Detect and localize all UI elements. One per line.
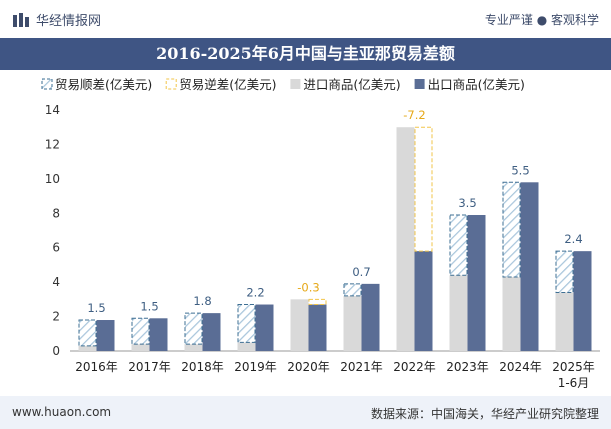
y-tick-label: 12	[45, 137, 60, 151]
data-label: 1.8	[193, 294, 211, 308]
bar-import	[78, 345, 97, 351]
brand-name: 华经情报网	[36, 14, 102, 29]
legend-swatch-import	[290, 79, 301, 89]
legend: 贸易顺差(亿美元) 贸易逆差(亿美元) 进口商品(亿美元) 出口商品(亿美元)	[41, 77, 525, 92]
brand: 华经情报网	[12, 10, 101, 29]
legend-label-import: 进口商品(亿美元)	[303, 77, 400, 92]
chart-title: 2016-2025年6月中国与圭亚那贸易差额	[0, 38, 611, 70]
y-tick-label: 10	[45, 172, 60, 186]
huajing-logo-icon	[13, 12, 29, 27]
x-tick-label: 2023年	[446, 360, 489, 374]
y-tick-label: 14	[45, 103, 60, 117]
bar-deficit	[308, 298, 327, 306]
x-tick-label: 1-6月	[558, 376, 590, 390]
bar-export	[149, 318, 168, 351]
bar-surplus	[78, 319, 97, 347]
x-tick-label: 2024年	[499, 360, 542, 374]
bar-surplus	[555, 250, 574, 293]
data-label: 5.5	[511, 163, 529, 177]
x-axis: 2016年 2017年 2018年 2019年 2020年 2021年 2022年 2023年…	[75, 360, 595, 390]
bar-import	[555, 292, 574, 351]
bar-import	[396, 127, 415, 351]
tagline: 专业严谨 ● 客观科学	[484, 13, 599, 27]
bar-export	[520, 182, 539, 351]
legend-swatch-export	[414, 79, 425, 89]
bar-export	[467, 215, 486, 351]
x-tick-label: 2017年	[128, 360, 171, 374]
x-tick-label: 2019年	[234, 360, 277, 374]
bar-export	[361, 283, 380, 351]
bar-import	[184, 344, 203, 351]
bar-export	[308, 304, 327, 351]
x-tick-label: 2020年	[287, 360, 330, 374]
top-bar: 华经情报网 专业严谨 ● 客观科学	[0, 0, 611, 38]
y-tick-label: 4	[52, 275, 60, 289]
footer: www.huaon.com 数据来源：中国海关，华经产业研究院整理	[0, 396, 611, 429]
data-label: 1.5	[87, 301, 105, 315]
bar-import	[343, 295, 362, 351]
bar-export	[96, 320, 115, 351]
bar-surplus	[502, 181, 521, 278]
legend-label-surplus: 贸易顺差(亿美元)	[55, 77, 152, 92]
legend-label-deficit: 贸易逆差(亿美元)	[179, 77, 276, 92]
y-tick-label: 6	[52, 241, 60, 255]
bar-surplus	[449, 214, 468, 276]
bar-surplus	[237, 304, 256, 343]
x-tick-label: 2022年	[393, 360, 436, 374]
legend-swatch-surplus	[41, 78, 53, 90]
bar-export	[255, 304, 274, 351]
bar-export	[573, 251, 592, 351]
legend-swatch-deficit	[165, 78, 177, 90]
source-text: 数据来源：中国海关，华经产业研究院整理	[370, 407, 599, 421]
y-tick-label: 8	[52, 206, 60, 220]
data-label: 2.4	[564, 232, 582, 246]
x-tick-label: 2018年	[181, 360, 224, 374]
bar-import	[237, 342, 256, 351]
bar-deficit	[414, 126, 433, 252]
data-label: 1.5	[140, 299, 158, 313]
y-tick-label: 2	[52, 310, 60, 324]
chart: 贸易顺差(亿美元) 贸易逆差(亿美元) 进口商品(亿美元) 出口商品(亿美元) 0 2 4…	[41, 77, 600, 390]
legend-label-export: 出口商品(亿美元)	[428, 77, 525, 92]
x-tick-label: 2016年	[75, 360, 118, 374]
x-tick-label: 2021年	[340, 360, 383, 374]
website-text: www.huaon.com	[12, 405, 112, 419]
bar-surplus	[131, 317, 150, 345]
x-tick-label: 2025年	[552, 360, 595, 374]
bar-export	[202, 313, 221, 351]
bar-surplus	[343, 283, 362, 297]
bar-import	[131, 344, 150, 351]
bar-export	[414, 251, 433, 351]
data-label: 0.7	[352, 265, 370, 279]
data-label: 3.5	[458, 196, 476, 210]
y-tick-label: 0	[52, 344, 60, 358]
bar-import	[449, 275, 468, 351]
data-label: -0.3	[297, 280, 319, 294]
bar-import	[502, 276, 521, 351]
bar-surplus	[184, 312, 203, 345]
bar-import	[290, 299, 309, 351]
bars: 1.5 1.5 1.8 2.2 -0.3 0.7 -7.2 3.5 5.5 2.4	[78, 108, 592, 351]
data-label: -7.2	[403, 108, 425, 122]
data-label: 2.2	[246, 286, 264, 300]
